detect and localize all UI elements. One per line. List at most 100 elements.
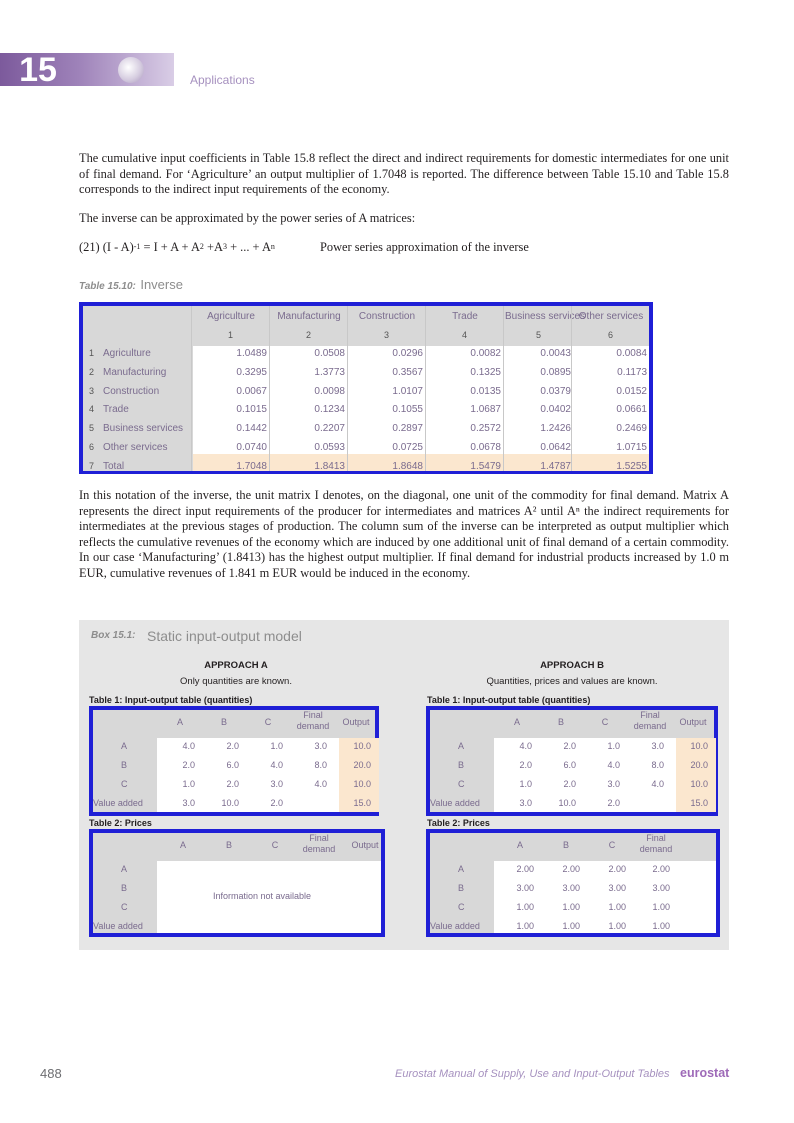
chapter-number: 15 [19, 51, 57, 89]
inverse-grid-line [347, 306, 348, 471]
inverse-cell: 0.0152 [616, 385, 647, 397]
paragraph-cumulative-coefficients: The cumulative input coefficients in Tab… [79, 151, 729, 196]
inverse-cell: 1.0687 [470, 404, 501, 416]
inverse-cell: 0.2207 [314, 423, 345, 435]
approach-b-prices-cell: 2.00 [516, 864, 534, 874]
approach-b-prices-cell: 1.00 [608, 921, 626, 931]
equation-sup-n: n [270, 242, 275, 251]
footer-brand: eurostat [680, 1066, 730, 1080]
approach-a-io-col-header: A [176, 717, 183, 727]
footer-book-title: Eurostat Manual of Supply, Use and Input… [395, 1068, 670, 1080]
approach-a-prices-header-bg [93, 833, 381, 861]
approach-b-io-cell: 10.0 [558, 798, 576, 808]
approach-a-prices-row-label: A [121, 864, 128, 874]
approach-b-prices-label-bg [430, 861, 494, 933]
inverse-cell: 0.0084 [616, 348, 647, 359]
approach-b-io-cell: 6.0 [563, 760, 576, 770]
approach-b-prices-row-label: C [458, 902, 465, 912]
equation-sup-2: 2 [199, 242, 204, 251]
approach-a-io-cell: 10.0 [221, 798, 239, 808]
approach-a-prices-row-label: C [121, 902, 128, 912]
inverse-row-index: 3 [89, 385, 95, 396]
approach-b-io-cell: 20.0 [690, 760, 708, 770]
approach-b-prices-row-label: Value added [430, 921, 480, 931]
approach-a-io-row-label: C [121, 779, 128, 789]
approach-b-io-cell: 10.0 [690, 741, 708, 751]
approach-b-prices-cell: 1.00 [516, 921, 534, 931]
approach-a-io-cell: 4.0 [314, 779, 327, 789]
inverse-grid-line [503, 306, 504, 471]
approach-a-io-cell: 10.0 [353, 741, 371, 751]
equation-rhs-b: +A [203, 240, 223, 254]
approach-a-prices-message: Information not available [213, 891, 312, 901]
approach-a-prices-row-label: B [121, 883, 128, 893]
inverse-cell: 0.1015 [236, 404, 267, 416]
approach-b-prices-cell: 1.00 [562, 921, 580, 931]
approach-a-prices-row-label: Value added [93, 921, 143, 931]
inverse-grid-line [571, 306, 572, 471]
inverse-cell: 1.7048 [236, 460, 267, 472]
paragraph-power-series: The inverse can be approximated by the p… [79, 211, 416, 225]
inverse-cell: 0.0725 [392, 442, 423, 453]
approach-a-prices-label-bg [93, 861, 157, 933]
inverse-cell: 1.0107 [392, 385, 423, 397]
inverse-row-label: Agriculture [103, 348, 151, 359]
approach-a-io-row-label: Value added [93, 798, 143, 808]
approach-a-prices-col-header: C [271, 840, 279, 850]
inverse-col-index: 1 [228, 330, 234, 340]
approach-a-io-cell: 15.0 [353, 798, 371, 808]
approach-b-table1-title: Table 1: Input-output table (quantities) [427, 695, 591, 705]
inverse-table-rowlabel-bg [83, 346, 193, 471]
approach-b-io-label-bg [430, 738, 494, 812]
inverse-col-header: Manufacturing [277, 311, 341, 322]
inverse-col-index: 5 [536, 330, 542, 340]
approach-a-prices-col-header: A [179, 840, 186, 850]
inverse-cell: 0.3567 [392, 366, 423, 378]
inverse-cell: 0.0895 [540, 366, 571, 378]
approach-b-io-cell: 2.0 [563, 779, 576, 789]
approach-a-table2-title: Table 2: Prices [89, 818, 152, 828]
inverse-cell: 0.0098 [314, 385, 345, 397]
approach-b-prices-col-header: A [516, 840, 523, 850]
approach-b-prices-col-header: B [562, 840, 569, 850]
inverse-cell: 0.0740 [236, 442, 267, 453]
approach-a-prices-col-header: B [225, 840, 232, 850]
approach-b-prices-col-header: C [608, 840, 616, 850]
approach-a-io-row-label: B [121, 760, 128, 770]
approach-a-io-col-header: C [264, 717, 272, 727]
inverse-row-index: 6 [89, 442, 95, 452]
approach-b-prices-cell: 2.00 [652, 864, 670, 874]
inverse-cell: 1.8413 [314, 460, 345, 472]
inverse-table-header-bg [83, 306, 649, 346]
approach-b-prices-row-label: B [458, 883, 465, 893]
approach-b-io-cell: 2.0 [519, 760, 532, 770]
approach-b-io-output-bg [676, 738, 716, 812]
approach-a-io-cell: 3.0 [270, 779, 283, 789]
approach-a-io-cell: 2.0 [182, 760, 195, 770]
approach-a-io-cell: 4.0 [182, 741, 195, 751]
inverse-cell: 0.1173 [617, 366, 647, 378]
approach-b-io-header-bg [430, 710, 714, 738]
approach-b-prices-table: A B C Final demand A 2.00 2.00 2.00 2.00 B 3.00 3.0… [426, 829, 720, 937]
inverse-cell: 0.0296 [392, 348, 423, 359]
equation-rhs-c: + ... + A [226, 240, 271, 254]
approach-b-prices-row-label: A [458, 864, 465, 874]
inverse-col-header: Other services [578, 311, 644, 322]
approach-b-prices-cell: 2.00 [562, 864, 580, 874]
inverse-table-caption-title: Inverse [140, 277, 183, 292]
inverse-row-label: Trade [103, 404, 129, 416]
approach-b-io-cell: 8.0 [651, 760, 664, 770]
approach-a-io-cell: 8.0 [314, 760, 327, 770]
inverse-row-index: 2 [89, 366, 95, 377]
inverse-col-header: Agriculture [207, 311, 255, 322]
approach-b-io-cell: 4.0 [651, 779, 664, 789]
approach-b-prices-cell: 1.00 [562, 902, 580, 912]
inverse-cell: 0.0508 [314, 348, 345, 359]
approach-a-io-cell: 6.0 [226, 760, 239, 770]
approach-a-io-row-label: A [121, 741, 128, 751]
inverse-cell: 0.2897 [392, 423, 423, 435]
inverse-grid-line [191, 306, 192, 471]
equation-lhs-sup: -1 [133, 242, 141, 251]
approach-a-io-col-header: B [220, 717, 227, 727]
paragraph-inverse-notation: In this notation of the inverse, the uni… [79, 488, 729, 580]
